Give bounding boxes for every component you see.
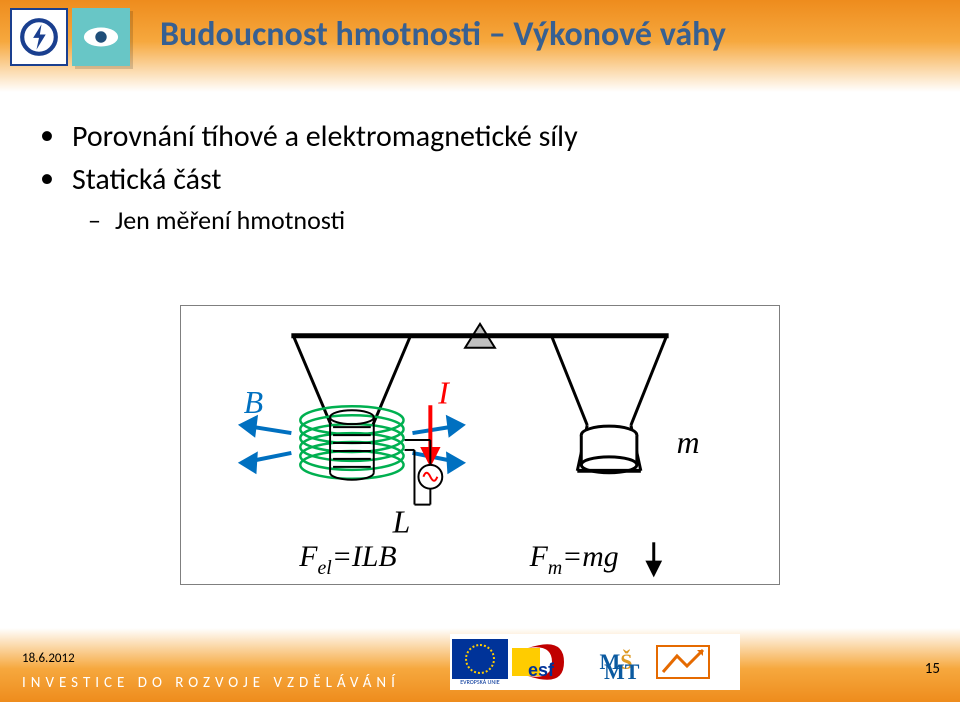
balance-diagram: B I m L Fel=ILB Fm=mg: [180, 305, 780, 585]
bullet-dash-icon: –: [88, 204, 101, 236]
page-title: Budoucnost hmotnosti – Výkonové váhy: [160, 14, 726, 55]
footer-date: 18.6.2012: [22, 651, 75, 666]
esf-logo-icon: esf: [510, 639, 584, 685]
bullet-text: Jen měření hmotnosti: [115, 204, 345, 236]
page-number: 15: [925, 660, 940, 678]
content-area: • Porovnání tíhové a elektromagnetické s…: [40, 118, 920, 240]
opvk-logo-icon: [648, 639, 718, 685]
label-L: L: [392, 504, 411, 539]
msmt-logo-icon: MŠMT: [586, 639, 646, 685]
formula-Fm-eq: =mg: [562, 540, 619, 573]
footer-caption: INVESTICE DO ROZVOJE VZDĚLÁVÁNÍ: [22, 674, 400, 692]
bullet-dot-icon: •: [40, 118, 54, 152]
bullet-item: • Porovnání tíhové a elektromagnetické s…: [40, 118, 920, 155]
bullet-text: Porovnání tíhové a elektromagnetické síl…: [72, 118, 578, 155]
logo-bolt-icon: [10, 8, 68, 66]
eu-logo-strip: EVROPSKÁ UNIE esf MŠMT: [450, 634, 740, 690]
svg-text:Fm=mg: Fm=mg: [529, 540, 619, 579]
formula-Fel-F: F: [298, 540, 318, 573]
bullet-text: Statická část: [72, 161, 222, 198]
formula-Fel-eq: =ILB: [332, 540, 397, 573]
eu-flag-icon: [452, 639, 508, 679]
bullet-sub-item: – Jen měření hmotnosti: [88, 204, 920, 236]
svg-text:esf: esf: [528, 660, 555, 680]
label-I: I: [437, 375, 450, 410]
logo-group: [10, 8, 130, 66]
logo-eye-icon: [72, 8, 130, 66]
formula-Fm-sub: m: [548, 557, 562, 579]
svg-text:Fel=ILB: Fel=ILB: [298, 540, 396, 579]
formula-Fel-sub: el: [317, 557, 332, 579]
bullet-item: • Statická část: [40, 161, 920, 198]
formula-Fm-F: F: [529, 540, 549, 573]
eu-flag-label: EVROPSKÁ UNIE: [460, 679, 499, 685]
label-m: m: [677, 425, 700, 460]
bullet-dot-icon: •: [40, 161, 54, 195]
label-B: B: [244, 385, 263, 420]
slide: Budoucnost hmotnosti – Výkonové váhy • P…: [0, 0, 960, 702]
